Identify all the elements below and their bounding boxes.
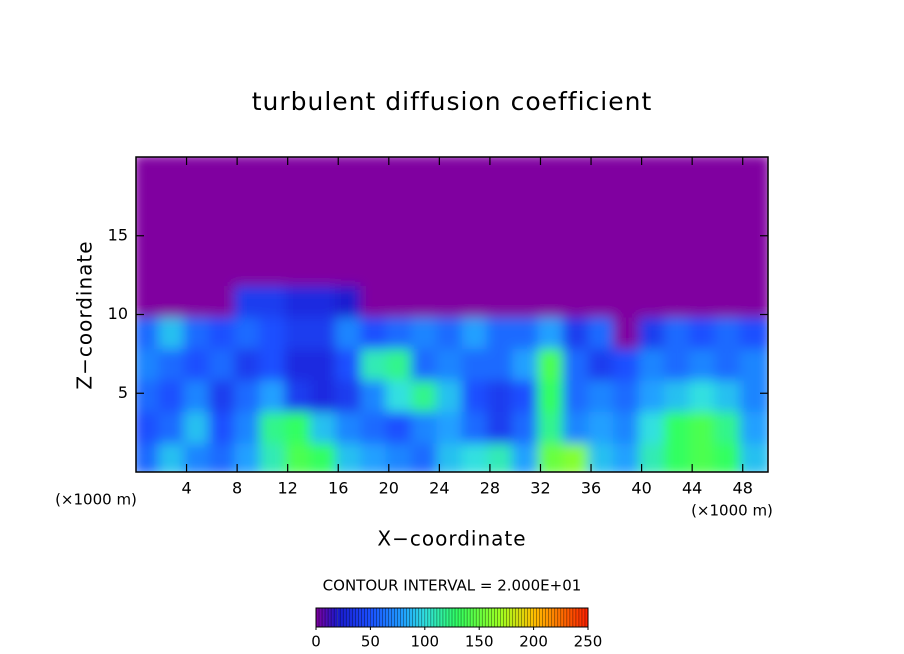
colorbar: 0 50 100 150 200 250 [311,607,603,651]
x-tick-label: 44 [682,479,702,498]
x-tick-label: 48 [733,479,753,498]
field-cell [739,280,768,318]
contour-interval: CONTOUR INTERVAL = 2.000E+01 [323,577,582,595]
chart-title: turbulent diffusion coefficient [252,87,653,116]
x-tick-label: 32 [530,479,550,498]
x-tick-label: 16 [328,479,348,498]
colorbar-segment [500,608,534,627]
field-cell [739,311,768,349]
x-tick-label: 40 [631,479,651,498]
colorbar-segment [424,608,458,627]
colorbar-tick-label: 250 [574,633,603,651]
field-cell [739,248,768,286]
colorbar-segment [370,608,404,627]
field-cell [739,185,768,223]
x-tick-label: 20 [379,479,399,498]
x-axis-label: X−coordinate [377,527,526,551]
colorbar-tick-label: 50 [361,633,380,651]
y-tick-label: 15 [108,225,128,244]
x-tick-label: 28 [480,479,500,498]
field-cell [739,406,768,444]
x-tick-label: 36 [581,479,601,498]
x-tick-label: 4 [181,479,191,498]
colorbar-tick-label: 100 [410,633,439,651]
x-unit-left: (×1000 m) [55,491,137,509]
field-cell [739,343,768,381]
field [136,157,768,472]
x-tick-label: 8 [232,479,242,498]
y-tick-label: 10 [108,304,128,323]
colorbar-segment [403,608,425,627]
colorbar-segment [337,608,371,627]
y-tick-label: 5 [118,383,128,402]
x-unit-right: (×1000 m) [691,502,773,520]
x-tick-label: 24 [429,479,449,498]
y-axis-label: Z−coordinate [73,240,97,389]
colorbar-frame [315,607,589,628]
colorbar-tick-label: 0 [311,633,321,651]
colorbar-tick-label: 200 [519,633,548,651]
colorbar-tick-label: 150 [465,633,494,651]
x-tick-label: 12 [278,479,298,498]
field-cell [739,157,768,192]
field-cells [136,157,768,472]
colorbar-segment [316,608,338,627]
